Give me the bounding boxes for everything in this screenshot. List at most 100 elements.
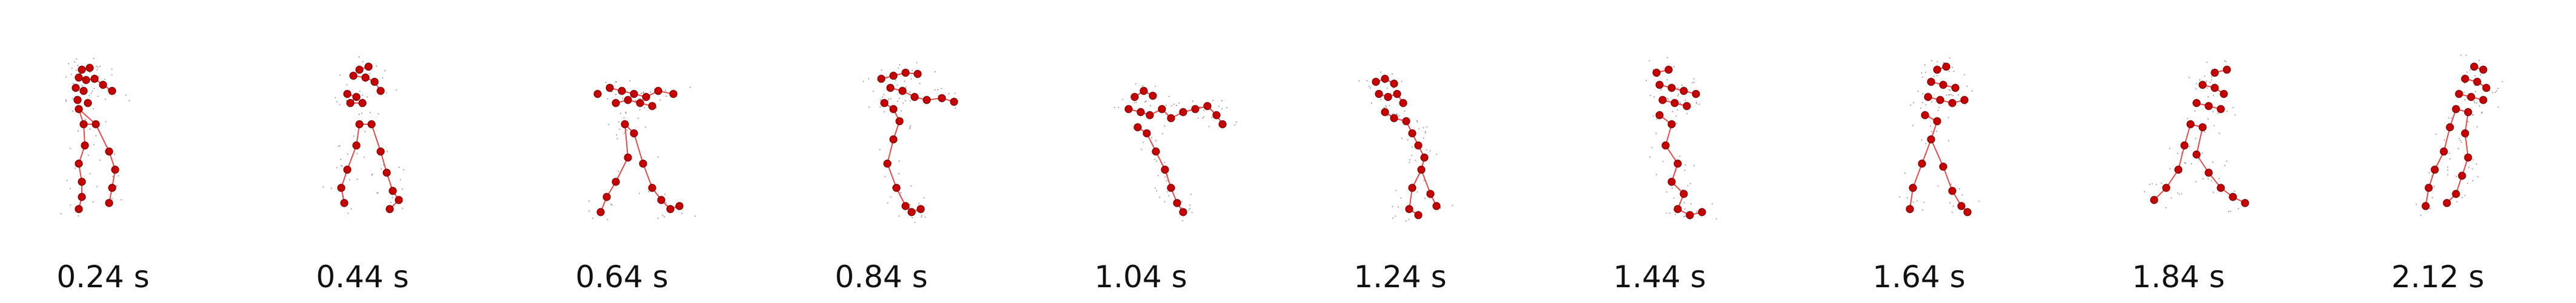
skeleton-bone <box>1912 163 1923 188</box>
point-cloud-speck <box>2201 152 2203 154</box>
point-cloud-speck <box>888 98 890 100</box>
skeleton-joint <box>79 120 88 128</box>
point-cloud-speck <box>1164 176 1166 178</box>
skeleton-joint <box>895 117 904 125</box>
skeleton-joint <box>1673 205 1682 213</box>
point-cloud-speck <box>95 135 97 137</box>
skeleton-joint <box>612 99 620 107</box>
point-cloud-speck <box>362 94 364 96</box>
skeleton-joint <box>1393 90 1401 98</box>
skeleton-joint <box>395 196 403 204</box>
point-cloud-speck <box>1391 73 1393 75</box>
point-cloud-speck <box>1405 220 1407 222</box>
point-cloud-speck <box>898 215 900 217</box>
skeleton-joint <box>1948 187 1957 195</box>
skeleton-joint <box>1655 81 1664 89</box>
point-cloud-speck <box>1921 209 1923 211</box>
point-cloud-speck <box>1380 99 1382 101</box>
point-cloud-speck <box>104 79 106 81</box>
skeleton-joint <box>621 120 629 128</box>
point-cloud-speck <box>2455 176 2457 178</box>
skeleton-joint <box>78 65 86 74</box>
skeleton-joint <box>648 102 656 110</box>
point-cloud-speck <box>896 100 898 102</box>
point-cloud-speck <box>1930 60 1933 62</box>
point-cloud-speck <box>607 219 609 221</box>
point-cloud-speck <box>639 109 641 111</box>
point-cloud-speck <box>2212 161 2214 163</box>
point-cloud-speck <box>399 179 401 181</box>
skeleton-joint <box>1124 105 1133 113</box>
point-cloud-speck <box>1218 105 1220 107</box>
point-cloud-speck <box>618 170 619 172</box>
point-cloud-speck <box>1155 140 1157 142</box>
skeleton-joint <box>1957 202 1966 210</box>
skeleton-joint <box>938 94 946 102</box>
point-cloud-speck <box>1953 70 1955 72</box>
skeleton-plot <box>2415 54 2503 216</box>
point-cloud-speck <box>105 121 107 122</box>
skeleton-joint <box>2458 171 2466 180</box>
point-cloud-speck <box>401 188 403 190</box>
point-cloud-speck <box>2469 69 2471 71</box>
point-cloud-speck <box>2472 180 2474 182</box>
skeleton-joint <box>1939 81 1947 89</box>
point-cloud-speck <box>1645 79 1647 81</box>
point-cloud-speck <box>2212 95 2214 96</box>
point-cloud-speck <box>629 80 631 82</box>
point-cloud-speck <box>1966 85 1968 87</box>
skeleton-joint <box>1927 135 1935 144</box>
point-cloud-speck <box>1693 165 1695 167</box>
point-cloud-speck <box>121 199 122 201</box>
point-cloud-speck <box>1221 100 1223 102</box>
pose-frame: 1.84 s <box>2094 0 2263 303</box>
point-cloud-speck <box>625 112 627 114</box>
point-cloud-speck <box>2149 184 2151 185</box>
point-cloud-speck <box>72 82 74 84</box>
point-cloud-speck <box>1395 190 1397 191</box>
point-cloud-speck <box>605 81 607 83</box>
skeleton-joint <box>630 90 638 98</box>
point-cloud-speck <box>353 135 355 137</box>
point-cloud-speck <box>1452 204 1453 207</box>
point-cloud-speck <box>70 204 72 206</box>
point-cloud-speck <box>98 75 99 77</box>
point-cloud-speck <box>1416 191 1418 193</box>
point-cloud-speck <box>97 67 99 68</box>
point-cloud-speck <box>118 175 119 177</box>
point-cloud-speck <box>1920 107 1922 109</box>
point-cloud-speck <box>2204 75 2206 77</box>
point-cloud-speck <box>2143 191 2146 193</box>
point-cloud-speck <box>637 118 639 119</box>
point-cloud-speck <box>105 98 107 100</box>
point-cloud-speck <box>69 188 71 190</box>
skeleton-joint <box>382 168 391 177</box>
skeleton-joint <box>2223 65 2231 74</box>
point-cloud-speck <box>350 208 352 210</box>
point-cloud-speck <box>954 92 956 95</box>
skeleton-joint <box>1652 68 1661 77</box>
point-cloud-speck <box>607 98 609 100</box>
point-cloud-speck <box>2472 159 2474 161</box>
skeleton-joint <box>1686 211 1694 219</box>
skeleton-joint <box>2220 90 2228 98</box>
point-cloud-speck <box>626 129 628 131</box>
point-cloud-speck <box>2428 171 2430 173</box>
point-cloud-speck <box>1698 103 1700 105</box>
point-cloud-speck <box>2475 163 2478 165</box>
skeleton-joint <box>2211 68 2219 77</box>
point-cloud-speck <box>113 153 115 155</box>
skeleton-plot <box>588 80 696 221</box>
point-cloud-speck <box>1649 95 1651 96</box>
skeleton-plot <box>322 56 405 215</box>
skeleton-joint <box>1405 205 1413 213</box>
point-cloud-speck <box>897 67 899 69</box>
point-cloud-speck <box>2211 180 2212 182</box>
point-cloud-speck <box>1678 93 1680 95</box>
skeleton-joint <box>666 205 675 213</box>
skeleton-joint <box>105 199 113 207</box>
skeleton-joint <box>340 199 349 207</box>
skeleton-joint <box>2482 84 2491 92</box>
point-cloud-speck <box>694 215 696 217</box>
